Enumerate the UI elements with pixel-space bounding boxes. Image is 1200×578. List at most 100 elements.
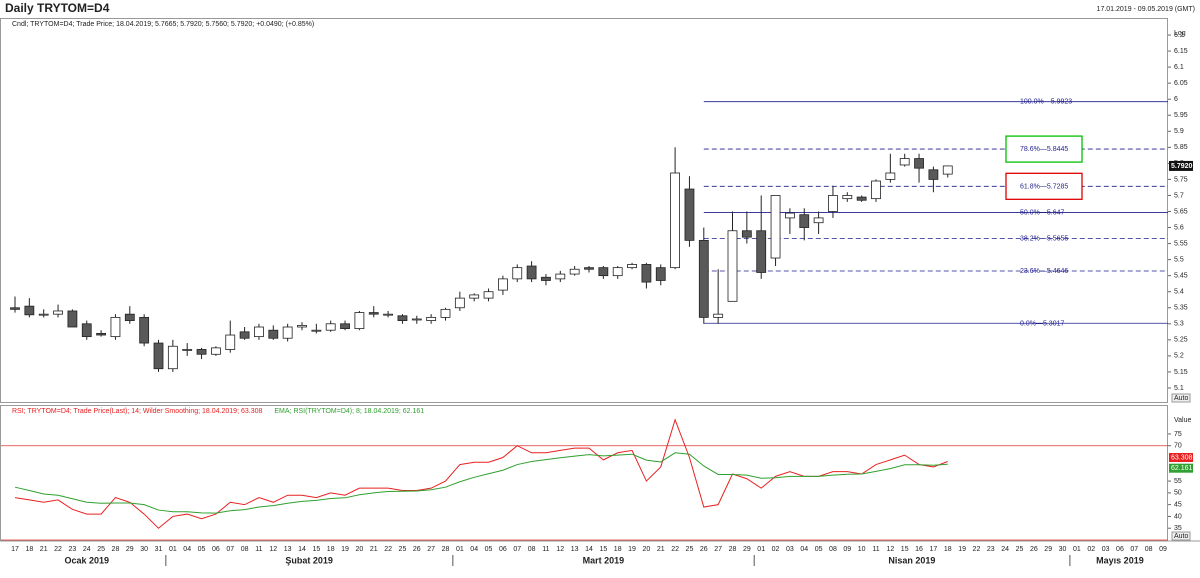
x-tick-label: 23 (987, 546, 995, 553)
month-label: Şubat 2019 (285, 555, 333, 565)
auto-label: Auto (1174, 533, 1189, 540)
last-price-label: 5.7920 (1171, 163, 1193, 170)
rsi-line (14, 452, 948, 514)
last-value-box (1169, 452, 1193, 462)
candle-body (727, 230, 738, 302)
y-tick-label: 35 (1174, 525, 1182, 532)
candle-body (512, 267, 523, 280)
y-tick-label: 5.35 (1174, 305, 1188, 312)
x-tick-label: 29 (126, 546, 134, 553)
y-tick-label: 45 (1174, 501, 1182, 508)
candle-body (469, 294, 480, 299)
candle-body (555, 273, 566, 280)
x-tick-label: 21 (370, 546, 378, 553)
last-value-label: 62.161 (1171, 465, 1193, 472)
x-tick-label: 02 (772, 546, 780, 553)
auto-button[interactable] (1171, 531, 1191, 541)
candle-body (139, 316, 150, 344)
x-tick-label: 19 (628, 546, 636, 553)
x-tick-label: 09 (843, 546, 851, 553)
fib-label: 38.2%—5.5655 (1020, 235, 1068, 242)
y-tick-label: 5.45 (1174, 273, 1188, 280)
candle-body (282, 326, 293, 339)
x-tick-label: 19 (958, 546, 966, 553)
fib-label: 100.0%—5.9923 (1020, 99, 1072, 106)
x-tick-label: 20 (643, 546, 651, 553)
x-tick-label: 06 (499, 546, 507, 553)
candle-body (297, 324, 307, 328)
x-tick-label: 24 (1001, 546, 1009, 553)
candle-body (641, 264, 652, 283)
x-tick-label: 22 (671, 546, 679, 553)
candle-body (383, 313, 394, 316)
candle-body (770, 195, 781, 259)
candle-body (167, 345, 178, 370)
candle-body (426, 316, 437, 321)
y-tick-label: 5.15 (1174, 369, 1188, 376)
fib-label: 0.0%—5.3017 (1020, 320, 1064, 327)
candle-body (627, 264, 637, 269)
x-tick-label: 25 (686, 546, 694, 553)
candle-body (785, 212, 795, 219)
x-tick-label: 18 (327, 546, 335, 553)
scale-label: Log (1174, 30, 1186, 37)
last-value-box (1169, 463, 1193, 473)
y-tick-label: 6.05 (1174, 80, 1188, 87)
candle-body (899, 158, 910, 166)
fib-dash: — (1040, 235, 1047, 242)
candle-body (612, 267, 623, 277)
y-tick-label: 5.95 (1174, 112, 1188, 119)
auto-label: Auto (1174, 395, 1189, 402)
x-tick-label: 07 (1130, 546, 1138, 553)
last-value-label: 63.308 (1171, 454, 1193, 461)
x-tick-label: 15 (312, 546, 320, 553)
fib-dash: — (1040, 183, 1047, 190)
candle-body (842, 195, 853, 200)
fib-percent: 38.2% (1020, 235, 1040, 242)
y-tick-label: 5.7 (1174, 192, 1184, 199)
candle-body (81, 323, 92, 338)
candle-body (440, 308, 451, 318)
x-tick-label: 17 (930, 546, 938, 553)
x-tick-label: 01 (456, 546, 464, 553)
candle-body (914, 158, 924, 169)
y-tick-label: 5.75 (1174, 176, 1188, 183)
x-tick-label: 04 (470, 546, 478, 553)
y-tick-label: 5.6 (1174, 224, 1184, 231)
candle-body (38, 313, 49, 316)
fib-percent: 78.6% (1020, 146, 1040, 153)
x-tick-label: 26 (700, 546, 708, 553)
rsi-axis-label: Value (1174, 417, 1191, 424)
candle-body (885, 172, 896, 180)
y-tick-label: 6.15 (1174, 48, 1188, 55)
x-tick-label: 12 (269, 546, 277, 553)
auto-button[interactable] (1171, 393, 1191, 403)
x-tick-label: 01 (169, 546, 177, 553)
fib-value: 5.7285 (1047, 183, 1069, 190)
x-tick-label: 04 (800, 546, 808, 553)
y-tick-label: 5.9 (1174, 128, 1184, 135)
legend-entry: RSI; TRYTOM=D4; Trade Price(Last); 14; W… (12, 408, 262, 415)
candle-body (210, 347, 221, 355)
x-tick-label: 14 (585, 546, 593, 553)
x-tick-label: 11 (255, 546, 262, 553)
candle-body (153, 342, 164, 370)
x-tick-label: 15 (901, 546, 909, 553)
x-tick-label: 30 (1059, 546, 1067, 553)
candle-body (411, 318, 422, 321)
candle-body (698, 239, 709, 318)
x-tick-label: 05 (198, 546, 206, 553)
x-tick-label: 08 (829, 546, 837, 553)
candle-body (756, 230, 767, 273)
x-tick-label: 25 (399, 546, 407, 553)
fib-percent: 61.8% (1020, 183, 1040, 190)
x-tick-label: 18 (614, 546, 622, 553)
y-tick-label: 70 (1174, 443, 1182, 450)
y-tick-label: 5.85 (1174, 144, 1188, 151)
candle-body (598, 267, 609, 277)
fib-label: 50.0%—5.647 (1020, 209, 1064, 216)
month-label: Ocak 2019 (64, 555, 109, 565)
x-tick-label: 31 (155, 546, 163, 553)
x-tick-label: 23 (69, 546, 77, 553)
candle-body (655, 267, 666, 281)
